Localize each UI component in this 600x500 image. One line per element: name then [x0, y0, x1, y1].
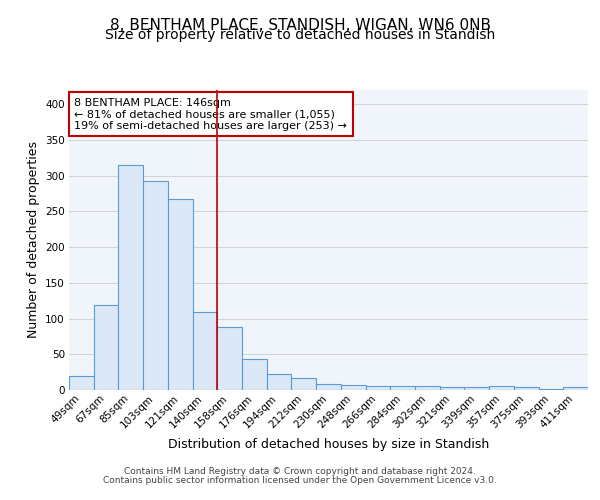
Bar: [390, 386, 415, 390]
Bar: [69, 376, 94, 390]
Bar: [168, 200, 193, 390]
Bar: [563, 387, 588, 390]
Text: 8, BENTHAM PLACE, STANDISH, WIGAN, WN6 0NB: 8, BENTHAM PLACE, STANDISH, WIGAN, WN6 0…: [110, 18, 491, 32]
Bar: [94, 305, 118, 390]
Bar: [143, 180, 168, 390]
Text: Contains HM Land Registry data © Crown copyright and database right 2024.: Contains HM Land Registry data © Crown c…: [124, 467, 476, 476]
Text: Contains public sector information licensed under the Open Government Licence v3: Contains public sector information licen…: [103, 476, 497, 485]
Bar: [341, 385, 365, 390]
Bar: [514, 387, 539, 390]
Bar: [365, 386, 390, 390]
Bar: [217, 327, 242, 390]
Y-axis label: Number of detached properties: Number of detached properties: [26, 142, 40, 338]
Bar: [489, 386, 514, 390]
Bar: [118, 165, 143, 390]
Bar: [267, 374, 292, 390]
X-axis label: Distribution of detached houses by size in Standish: Distribution of detached houses by size …: [168, 438, 489, 451]
Bar: [292, 378, 316, 390]
Bar: [440, 387, 464, 390]
Bar: [464, 387, 489, 390]
Bar: [193, 312, 217, 390]
Bar: [316, 384, 341, 390]
Text: 8 BENTHAM PLACE: 146sqm
← 81% of detached houses are smaller (1,055)
19% of semi: 8 BENTHAM PLACE: 146sqm ← 81% of detache…: [74, 98, 347, 130]
Bar: [415, 386, 440, 390]
Bar: [242, 358, 267, 390]
Text: Size of property relative to detached houses in Standish: Size of property relative to detached ho…: [105, 28, 495, 42]
